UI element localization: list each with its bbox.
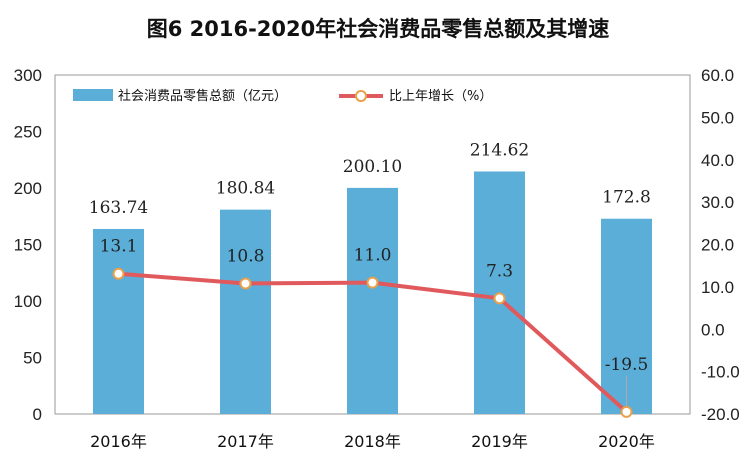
line-marker xyxy=(366,276,379,289)
line-marker xyxy=(493,292,506,305)
right-axis: -20.0 -10.0 0.0 10.0 20.0 30.0 40.0 50.0 60.0 xyxy=(701,66,740,424)
line-data-label: 11.0 xyxy=(354,246,392,266)
right-tick-label: 10.0 xyxy=(701,278,734,297)
bar-series xyxy=(93,171,652,414)
left-axis: 0 50 100 150 200 250 300 xyxy=(14,66,42,424)
right-tick-label: 60.0 xyxy=(701,66,734,85)
x-tick-label: 2016年 xyxy=(90,432,147,451)
left-tick-label: 200 xyxy=(14,179,42,198)
bar-data-label: 180.84 xyxy=(216,179,275,199)
right-tick-label: -10.0 xyxy=(701,363,740,382)
line-marker xyxy=(620,405,633,418)
line-data-label: -19.5 xyxy=(605,355,649,375)
left-tick-label: 300 xyxy=(14,66,42,85)
bar-data-label: 163.74 xyxy=(89,198,148,218)
right-tick-label: 40.0 xyxy=(701,151,734,170)
x-tick-label: 2019年 xyxy=(471,432,528,451)
left-tick-label: 250 xyxy=(14,123,42,142)
bar-data-label: 172.8 xyxy=(602,188,651,208)
bar xyxy=(220,209,271,414)
legend-bar-swatch xyxy=(73,89,113,101)
line-marker xyxy=(239,277,252,290)
right-tick-label: 50.0 xyxy=(701,108,734,127)
chart-title: 图6 2016-2020年社会消费品零售总额及其增速 xyxy=(147,17,610,41)
bar xyxy=(347,187,398,414)
x-tick-label: 2017年 xyxy=(217,432,274,451)
bar xyxy=(93,228,144,414)
bar-data-label: 214.62 xyxy=(470,140,529,160)
line-data-label: 10.8 xyxy=(227,246,265,266)
left-tick-label: 50 xyxy=(23,349,42,368)
bar-data-labels: 163.74 180.84 200.10 214.62 172.8 xyxy=(89,140,651,217)
legend-line-label: 比上年增长（%） xyxy=(389,89,492,104)
line-series xyxy=(112,267,633,418)
line-data-label: 7.3 xyxy=(486,261,513,281)
x-tick-label: 2018年 xyxy=(344,432,401,451)
x-tick-label: 2020年 xyxy=(598,432,655,451)
right-tick-label: 20.0 xyxy=(701,236,734,255)
left-tick-label: 0 xyxy=(33,405,42,424)
x-axis: 2016年 2017年 2018年 2019年 2020年 xyxy=(90,432,655,451)
legend-bar-label: 社会消费品零售总额（亿元） xyxy=(118,88,287,104)
right-tick-label: 0.0 xyxy=(701,320,725,339)
line-data-label: 13.1 xyxy=(100,237,138,257)
right-tick-label: 30.0 xyxy=(701,193,734,212)
left-tick-label: 100 xyxy=(14,292,42,311)
legend: 社会消费品零售总额（亿元） 比上年增长（%） xyxy=(73,88,492,104)
left-tick-label: 150 xyxy=(14,236,42,255)
line-marker xyxy=(112,267,125,280)
right-tick-label: -20.0 xyxy=(701,405,740,424)
bar-data-label: 200.10 xyxy=(343,157,402,177)
line-data-labels: 13.1 10.8 11.0 7.3 -19.5 xyxy=(100,237,649,406)
legend-line-marker xyxy=(355,90,367,102)
